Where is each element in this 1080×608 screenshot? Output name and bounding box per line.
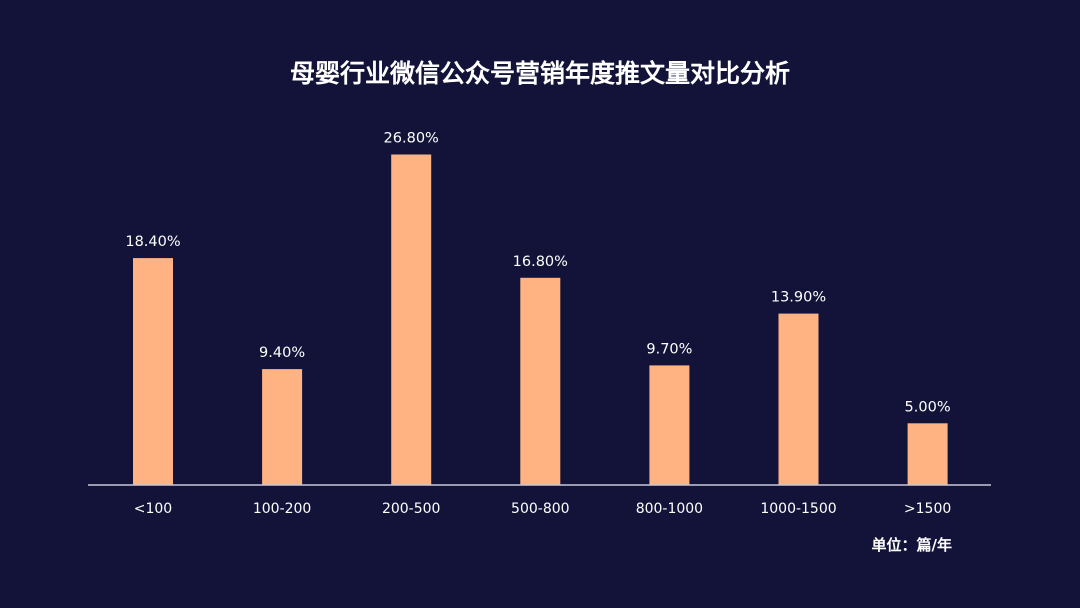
bar-1 bbox=[133, 258, 173, 485]
data-label-2: 9.40% bbox=[259, 345, 305, 361]
bar-2 bbox=[262, 369, 303, 485]
unit-label: 单位：篇/年 bbox=[872, 536, 952, 554]
bar-7 bbox=[907, 423, 948, 485]
data-label-3: 26.80% bbox=[384, 131, 439, 147]
data-label-4: 16.80% bbox=[513, 254, 568, 270]
x-tick-label-1: <100 bbox=[134, 501, 172, 517]
x-tick-label-7: >1500 bbox=[904, 501, 951, 517]
data-label-7: 5.00% bbox=[905, 399, 951, 415]
x-tick-label-5: 800-1000 bbox=[636, 501, 703, 517]
chart-title: 母婴行业微信公众号营销年度推文量对比分析 bbox=[290, 59, 790, 88]
x-tick-labels-group: <100 100-200 200-500 500-800 800-1000 1000-15… bbox=[134, 501, 952, 517]
x-tick-label-4: 500-800 bbox=[511, 501, 570, 517]
bar-3 bbox=[391, 154, 432, 485]
data-label-1: 18.40% bbox=[125, 234, 180, 250]
bar-6 bbox=[778, 313, 819, 485]
bars-group bbox=[133, 154, 948, 485]
bar-5 bbox=[649, 365, 690, 485]
data-label-5: 9.70% bbox=[646, 341, 692, 357]
x-tick-label-6: 1000-1500 bbox=[760, 501, 836, 517]
data-labels-group: 18.40% 9.40% 26.80% 16.80% 9.70% 13.90% 5.00% bbox=[125, 131, 950, 416]
x-tick-label-3: 200-500 bbox=[382, 501, 441, 517]
bar-4 bbox=[520, 277, 561, 485]
data-label-6: 13.90% bbox=[771, 290, 826, 306]
x-tick-label-2: 100-200 bbox=[253, 501, 312, 517]
